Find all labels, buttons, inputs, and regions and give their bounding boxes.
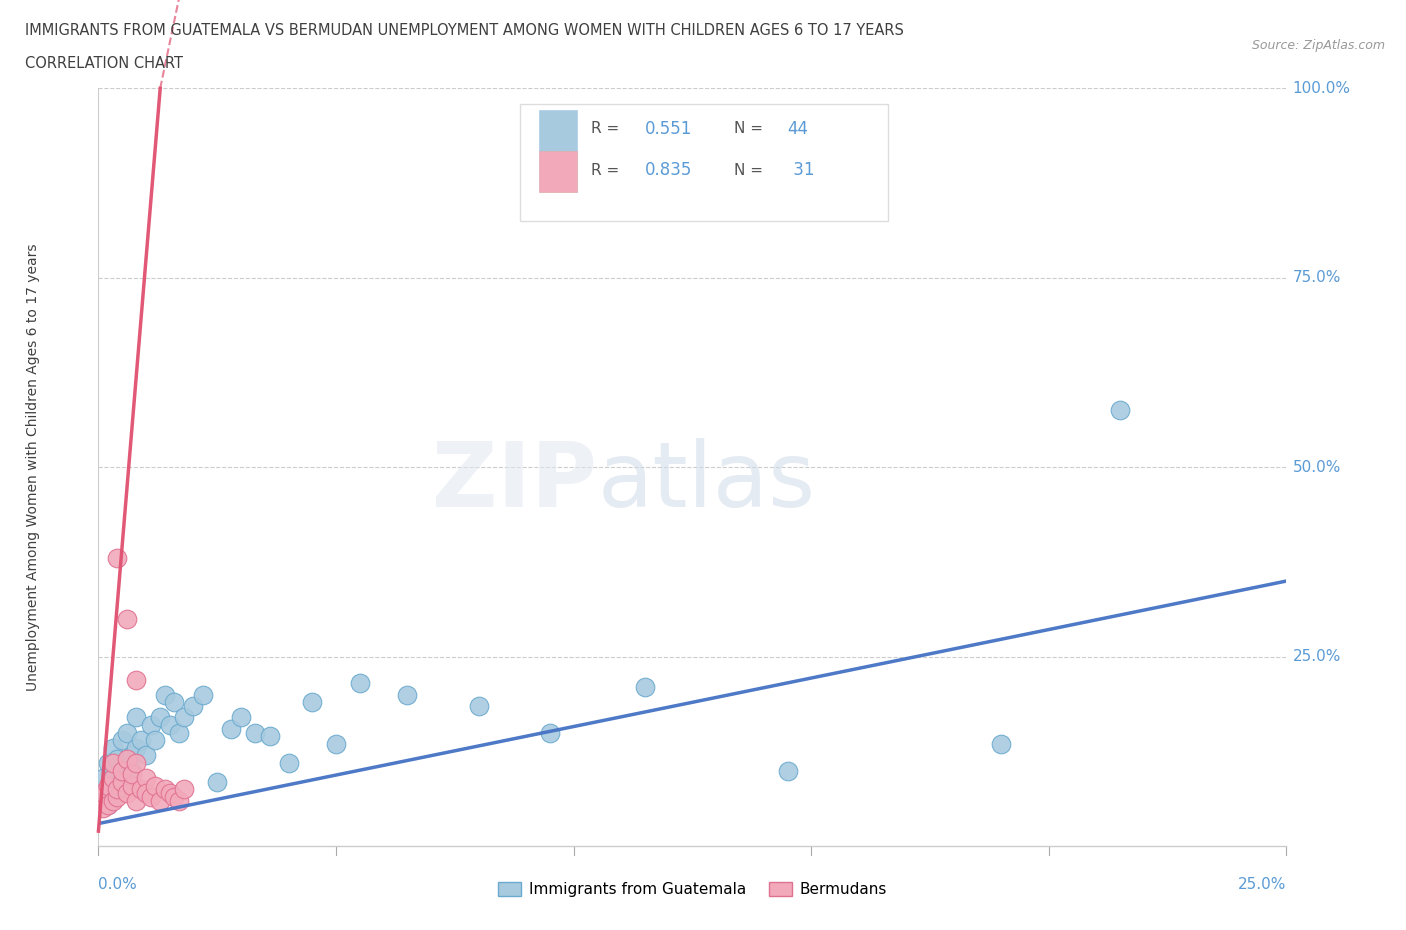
Text: 75.0%: 75.0% — [1292, 271, 1341, 286]
Text: N =: N = — [734, 163, 768, 178]
Point — [167, 793, 190, 808]
Point — [173, 782, 195, 797]
Point — [91, 786, 114, 801]
Point — [191, 687, 214, 702]
FancyBboxPatch shape — [538, 152, 578, 193]
Point — [776, 763, 799, 777]
Point — [139, 718, 162, 733]
Point — [91, 801, 114, 816]
Point — [153, 782, 176, 797]
Text: CORRELATION CHART: CORRELATION CHART — [25, 56, 183, 71]
Point — [115, 786, 138, 801]
Point — [301, 695, 323, 710]
Text: 25.0%: 25.0% — [1239, 877, 1286, 892]
Point — [159, 718, 181, 733]
Point — [121, 748, 143, 763]
Point — [101, 740, 124, 755]
Point — [101, 793, 124, 808]
Legend: Immigrants from Guatemala, Bermudans: Immigrants from Guatemala, Bermudans — [492, 876, 893, 903]
Point — [115, 751, 138, 766]
Point — [221, 722, 243, 737]
Point — [111, 733, 134, 748]
Point — [153, 687, 176, 702]
Point — [245, 725, 267, 740]
FancyBboxPatch shape — [538, 110, 578, 151]
Point — [91, 793, 114, 808]
Point — [135, 786, 157, 801]
Point — [121, 763, 143, 777]
Point — [125, 672, 148, 687]
Point — [111, 763, 134, 777]
Point — [125, 755, 148, 770]
Point — [990, 737, 1012, 751]
Point — [97, 755, 120, 770]
Point — [97, 797, 120, 812]
Text: 44: 44 — [787, 120, 808, 138]
Point — [135, 771, 157, 786]
Point — [159, 786, 181, 801]
Point — [111, 771, 134, 786]
Text: N =: N = — [734, 121, 768, 136]
Point — [163, 790, 186, 804]
Point — [634, 680, 657, 695]
Point — [125, 740, 148, 755]
Point — [107, 782, 129, 797]
Point — [101, 778, 124, 793]
Point — [135, 748, 157, 763]
Point — [107, 551, 129, 565]
Point — [1109, 403, 1132, 418]
Text: R =: R = — [592, 121, 624, 136]
Point — [139, 790, 162, 804]
Point — [101, 771, 124, 786]
Point — [115, 725, 138, 740]
Point — [107, 751, 129, 766]
FancyBboxPatch shape — [520, 103, 889, 221]
Point — [183, 698, 205, 713]
Text: R =: R = — [592, 163, 624, 178]
Point — [259, 729, 281, 744]
Text: atlas: atlas — [598, 438, 815, 526]
Point — [91, 771, 114, 786]
Point — [396, 687, 419, 702]
Point — [101, 755, 124, 770]
Point — [129, 782, 152, 797]
Point — [107, 790, 129, 804]
Point — [145, 733, 167, 748]
Point — [173, 710, 195, 724]
Point — [111, 775, 134, 790]
Point — [149, 710, 172, 724]
Point — [167, 725, 190, 740]
Point — [107, 782, 129, 797]
Text: 0.551: 0.551 — [645, 120, 692, 138]
Point — [97, 778, 120, 793]
Point — [125, 793, 148, 808]
Point — [115, 763, 138, 777]
Text: 0.835: 0.835 — [645, 161, 692, 179]
Point — [467, 698, 489, 713]
Point — [163, 695, 186, 710]
Text: IMMIGRANTS FROM GUATEMALA VS BERMUDAN UNEMPLOYMENT AMONG WOMEN WITH CHILDREN AGE: IMMIGRANTS FROM GUATEMALA VS BERMUDAN UN… — [25, 23, 904, 38]
Text: 0.0%: 0.0% — [98, 877, 138, 892]
Point — [145, 778, 167, 793]
Text: Unemployment Among Women with Children Ages 6 to 17 years: Unemployment Among Women with Children A… — [27, 244, 41, 691]
Text: 25.0%: 25.0% — [1292, 649, 1341, 664]
Point — [229, 710, 252, 724]
Text: Source: ZipAtlas.com: Source: ZipAtlas.com — [1251, 39, 1385, 52]
Point — [277, 755, 299, 770]
Point — [538, 725, 561, 740]
Text: 31: 31 — [787, 161, 814, 179]
Point — [325, 737, 347, 751]
Point — [207, 775, 229, 790]
Point — [97, 797, 120, 812]
Point — [121, 778, 143, 793]
Point — [115, 612, 138, 627]
Text: 50.0%: 50.0% — [1292, 459, 1341, 475]
Point — [121, 767, 143, 782]
Text: ZIP: ZIP — [432, 438, 598, 526]
Point — [149, 793, 172, 808]
Text: 100.0%: 100.0% — [1292, 81, 1350, 96]
Point — [129, 733, 152, 748]
Point — [349, 676, 371, 691]
Point — [125, 710, 148, 724]
